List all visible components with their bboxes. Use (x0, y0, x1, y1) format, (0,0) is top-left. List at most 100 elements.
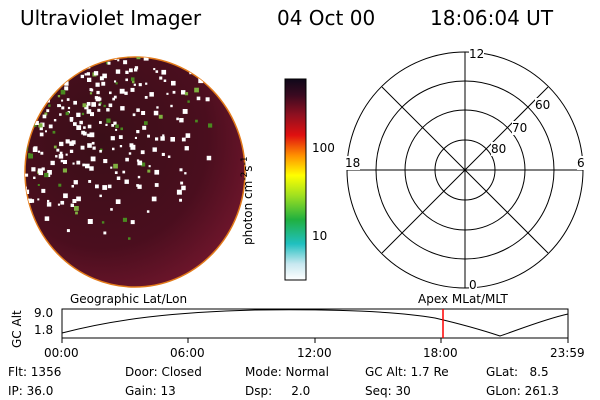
aurora-speckle (20, 210, 22, 212)
aurora-speckle (181, 185, 186, 191)
aurora-speckle (76, 196, 81, 202)
aurora-speckle (86, 58, 90, 62)
aurora-speckle (89, 132, 95, 138)
aurora-speckle (187, 100, 190, 103)
aurora-speckle (33, 146, 38, 151)
aurora-speckle (31, 118, 36, 122)
aurora-speckle (119, 88, 125, 94)
aurora-speckle (91, 141, 95, 145)
aurora-speckle (112, 97, 115, 101)
polar-label-12: 12 (469, 47, 485, 61)
aurora-speckle (99, 150, 102, 153)
aurora-speckle (92, 146, 96, 150)
aurora-speckle (63, 160, 67, 164)
orbit-ytick-top: 9.0 (34, 306, 54, 320)
info-gain: Gain: 13 (125, 384, 176, 398)
aurora-speckle (95, 82, 100, 87)
aurora-speckle (33, 80, 38, 85)
aurora-speckle (79, 120, 83, 125)
aurora-speckle (25, 80, 29, 84)
aurora-speckle (133, 83, 136, 86)
aurora-speckle (51, 82, 54, 85)
aurora-speckle (91, 102, 96, 107)
aurora-speckle (71, 185, 74, 188)
aurora-speckle (114, 80, 117, 83)
aurora-speckle (113, 95, 117, 99)
aurora-speckle (48, 104, 51, 107)
polar-label-70: 70 (512, 121, 528, 135)
aurora-speckle (97, 108, 101, 112)
aurora-speckle (167, 155, 171, 158)
aurora-speckle (81, 112, 85, 116)
aurora-speckle (69, 118, 73, 122)
aurora-speckle (28, 127, 33, 131)
orbit-xtick-0000: 00:00 (44, 346, 79, 360)
aurora-speckle (136, 130, 140, 134)
aurora-speckle (103, 231, 107, 235)
aurora-speckle (128, 152, 132, 155)
aurora-speckle (98, 103, 101, 106)
aurora-speckle (144, 96, 148, 99)
aurora-speckle (111, 124, 115, 127)
aurora-speckle (134, 136, 137, 139)
aurora-speckle (45, 84, 50, 88)
aurora-speckle (31, 77, 36, 81)
aurora-speckle (65, 139, 70, 144)
aurora-speckle (76, 112, 81, 117)
aurora-speckle (138, 83, 142, 87)
aurora-speckle (108, 103, 113, 108)
orbit-xtick-2359: 23:59 (550, 346, 585, 360)
aurora-speckle (33, 76, 38, 81)
aurora-speckle (59, 141, 64, 147)
aurora-speckle (119, 145, 123, 148)
aurora-speckle (51, 85, 57, 90)
aurora-speckle (182, 109, 188, 114)
aurora-speckle (166, 92, 169, 95)
aurora-speckle (90, 112, 94, 117)
aurora-speckle (125, 78, 128, 82)
aurora-speckle (115, 82, 118, 85)
aurora-speckle (20, 86, 22, 88)
aurora-speckle (156, 106, 159, 109)
aurora-speckle (63, 193, 68, 199)
aurora-speckle (69, 141, 74, 146)
aurora-speckle (20, 148, 23, 151)
aurora-speckle (142, 125, 147, 130)
aurora-speckle (33, 112, 37, 116)
time-label: 18:06:04 UT (430, 6, 554, 30)
aurora-speckle (25, 64, 31, 69)
aurora-speckle (125, 157, 129, 162)
aurora-speckle (48, 124, 53, 129)
aurora-speckle (122, 217, 127, 222)
aurora-speckle (52, 64, 57, 69)
info-glon: GLon: 261.3 (486, 384, 559, 398)
aurora-speckle (62, 168, 67, 173)
aurora-speckle (154, 169, 160, 175)
aurora-speckle (130, 87, 135, 92)
aurora-speckle (137, 175, 141, 179)
polar-label-6: 6 (577, 156, 585, 170)
polar-label-60: 60 (535, 98, 551, 112)
aurora-speckle (85, 163, 90, 169)
aurora-speckle (105, 123, 108, 126)
aurora-speckle (37, 150, 41, 153)
aurora-speckle (124, 91, 128, 95)
aurora-speckle (44, 90, 49, 95)
aurora-speckle (30, 64, 35, 69)
aurora-speckle (93, 71, 99, 76)
aurora-speckle (112, 147, 115, 151)
colorbar-tick-100: 100 (312, 141, 335, 155)
orbit-xtick-1200: 12:00 (297, 346, 332, 360)
aurora-speckle (33, 176, 36, 179)
aurora-speckle (90, 156, 96, 162)
aurora-speckle (77, 57, 81, 59)
aurora-speckle (57, 203, 60, 206)
aurora-speckle (38, 90, 43, 95)
aurora-speckle (44, 172, 49, 178)
aurora-speckle (83, 126, 86, 129)
aurora-speckle (73, 180, 78, 185)
aurora-speckle (59, 61, 65, 67)
info-gc-alt: GC Alt: 1.7 Re (365, 365, 449, 379)
aurora-speckle (128, 237, 131, 240)
aurora-speckle (115, 124, 119, 128)
